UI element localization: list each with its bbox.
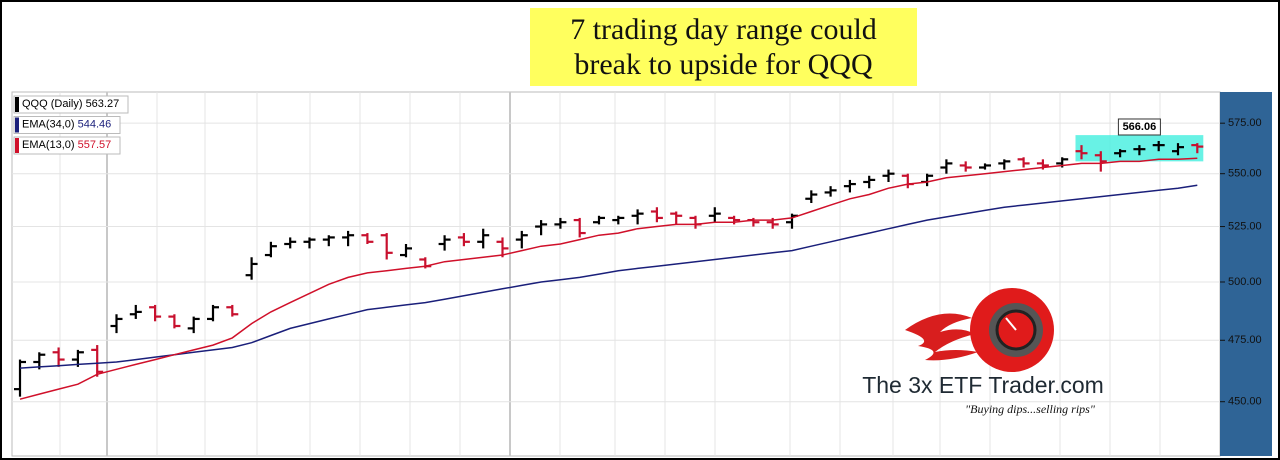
legend-entry: EMA(13,0) 557.57	[22, 139, 111, 151]
y-tick-label: 450.00	[1228, 396, 1262, 408]
legend-swatch	[15, 117, 19, 133]
legend-value: 544.46	[78, 118, 112, 130]
y-axis-panel	[1220, 92, 1272, 456]
legend-box	[13, 136, 121, 155]
y-tick-label: 550.00	[1228, 168, 1262, 180]
legend-swatch	[15, 97, 19, 112]
legend-entry: EMA(34,0) 544.46	[22, 118, 111, 130]
y-tick-label: 475.00	[1228, 334, 1262, 346]
ema-line	[19, 157, 1198, 400]
marks	[14, 135, 1204, 400]
logo-tagline: "Buying dips...selling rips"	[965, 402, 1096, 416]
y-tick-label: 500.00	[1228, 276, 1262, 288]
price-label-box	[1117, 118, 1161, 136]
legend-value: 563.27	[86, 98, 120, 110]
logo-name: The 3x ETF Trader.com	[862, 372, 1104, 398]
chart-title: 7 trading day range could break to upsid…	[530, 8, 917, 86]
legend-name: QQQ (Daily)	[22, 98, 83, 110]
legend-value: 557.57	[78, 139, 112, 151]
legend-box	[13, 116, 121, 134]
price-label: 566.06	[1123, 121, 1157, 133]
legend-swatch	[15, 138, 19, 153]
logo-flame	[905, 313, 978, 361]
logo-needle	[1005, 317, 1017, 331]
legend-box	[13, 95, 129, 114]
legend-name: EMA(13,0)	[22, 139, 75, 151]
plot-area	[11, 91, 1221, 457]
y-tick-label: 525.00	[1228, 220, 1262, 232]
ema-line	[19, 184, 1198, 369]
logo-graphic	[905, 288, 1054, 372]
legend-entry: QQQ (Daily) 563.27	[22, 98, 119, 110]
y-tick-label: 575.00	[1228, 117, 1262, 129]
legend-name: EMA(34,0)	[22, 118, 75, 130]
